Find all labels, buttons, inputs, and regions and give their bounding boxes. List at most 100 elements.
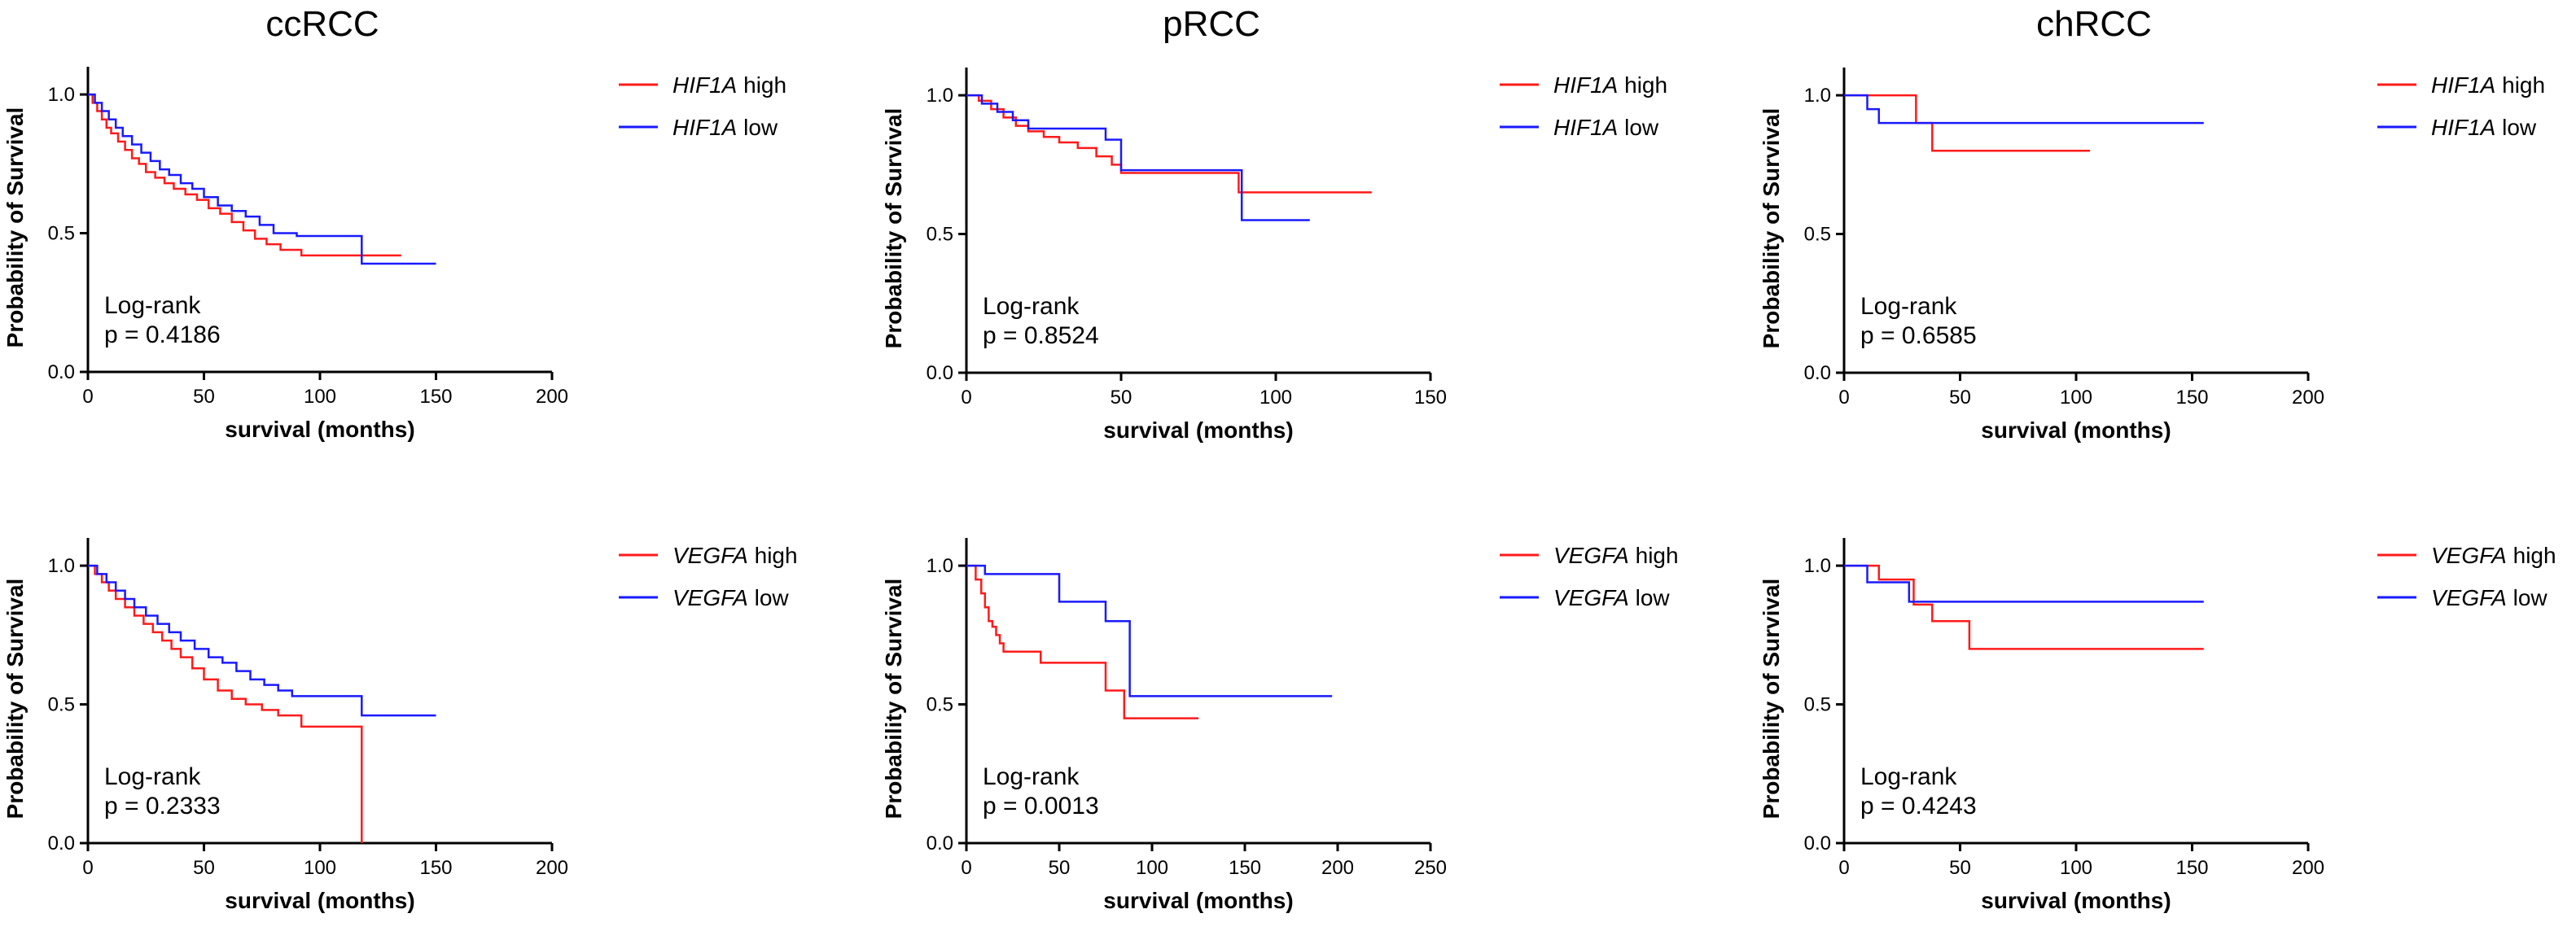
y-tick-label: 0.5 [1804, 694, 1831, 716]
x-tick-label: 100 [2060, 387, 2092, 409]
y-tick-label: 0.0 [1804, 362, 1831, 384]
chart-title: chRCC [2036, 4, 2152, 44]
legend-label-high: VEGFA high [672, 543, 798, 568]
x-tick-label: 150 [1414, 387, 1447, 409]
x-tick-label: 0 [961, 857, 971, 879]
y-tick-label: 0.0 [48, 361, 75, 383]
y-tick-label: 1.0 [1804, 85, 1831, 107]
x-axis-label: survival (months) [1103, 417, 1293, 443]
x-tick-label: 200 [536, 857, 568, 879]
km-curve-high [88, 564, 363, 843]
x-tick-label: 150 [1229, 857, 1261, 879]
x-tick-label: 150 [419, 857, 452, 879]
p-value: p = 0.8524 [983, 322, 1099, 349]
x-tick-label: 0 [1838, 387, 1849, 409]
x-tick-label: 150 [2175, 387, 2208, 409]
logrank-label: Log-rank [1860, 293, 1957, 320]
y-tick-label: 1.0 [927, 85, 953, 107]
legend-label-low: HIF1A low [1553, 115, 1659, 140]
km-curve-high [966, 564, 1198, 719]
chart-panel-4: 0 50 100 150 200 0.0 0.5 1.0 survival (months) Pr… [2, 538, 798, 913]
legend-label-high: HIF1A high [1553, 72, 1667, 98]
y-tick-label: 0.0 [48, 833, 75, 855]
km-curve-low [1844, 94, 2204, 125]
x-tick-label: 200 [536, 386, 568, 408]
km-curve-low [966, 94, 1310, 221]
x-tick-label: 0 [82, 386, 93, 408]
legend-label-high: HIF1A high [672, 72, 786, 98]
y-tick-label: 0.0 [927, 362, 953, 384]
y-axis-label: Probability of Survival [2, 579, 28, 820]
y-axis-label: Probability of Survival [881, 108, 906, 349]
logrank-label: Log-rank [104, 292, 201, 319]
logrank-label: Log-rank [983, 763, 1080, 790]
y-axis-label: Probability of Survival [1759, 108, 1784, 349]
x-tick-label: 100 [1260, 387, 1292, 409]
x-tick-label: 250 [1414, 857, 1447, 879]
y-tick-label: 0.5 [1804, 224, 1831, 246]
x-tick-label: 100 [1136, 857, 1168, 879]
km-curve-low [966, 564, 1333, 697]
x-axis-label: survival (months) [1103, 888, 1293, 913]
logrank-label: Log-rank [1860, 763, 1957, 790]
x-tick-label: 0 [961, 387, 971, 409]
y-tick-label: 0.5 [48, 223, 75, 245]
chart-title: ccRCC [265, 4, 379, 44]
chart-panel-3: chRCC 0 50 100 150 200 0.0 0.5 1.0 survival (mont… [1759, 4, 2545, 443]
x-axis-label: survival (months) [1981, 888, 2171, 913]
x-tick-label: 200 [2292, 387, 2324, 409]
p-value: p = 0.4186 [104, 321, 221, 348]
chart-panel-5: 0 50 100 150 200 250 0.0 0.5 1.0 survival (months… [881, 538, 1679, 913]
x-tick-label: 50 [1049, 857, 1071, 879]
x-tick-label: 200 [2292, 857, 2324, 879]
x-tick-label: 50 [193, 857, 215, 879]
logrank-label: Log-rank [983, 293, 1080, 320]
x-tick-label: 100 [2060, 857, 2092, 879]
x-tick-label: 150 [2175, 857, 2208, 879]
x-axis-label: survival (months) [1981, 417, 2171, 443]
y-axis-label: Probability of Survival [2, 107, 28, 348]
x-tick-label: 200 [1321, 857, 1354, 879]
km-curve-high [966, 94, 1372, 194]
y-axis-label: Probability of Survival [1759, 579, 1784, 820]
legend-label-low: HIF1A low [2431, 115, 2537, 140]
x-tick-label: 50 [1949, 387, 1971, 409]
x-tick-label: 50 [1111, 387, 1132, 409]
chart-panel-2: pRCC 0 50 100 150 0.0 0.5 1.0 survival (months) P… [881, 4, 1667, 443]
chart-title: pRCC [1163, 4, 1260, 44]
y-tick-label: 1.0 [48, 555, 75, 577]
chart-panel-1: ccRCC 0 50 100 150 200 0.0 0.5 1.0 survival (mont… [2, 4, 786, 442]
x-tick-label: 0 [82, 857, 93, 879]
chart-panel-6: 0 50 100 150 200 0.0 0.5 1.0 survival (months) Pr… [1759, 538, 2556, 913]
x-tick-label: 0 [1838, 857, 1849, 879]
km-curve-high [1844, 564, 2204, 650]
x-tick-label: 50 [193, 386, 215, 408]
p-value: p = 0.2333 [104, 793, 221, 820]
km-curve-low [1844, 564, 2204, 603]
legend-label-high: VEGFA high [1553, 543, 1679, 568]
x-tick-label: 100 [304, 857, 336, 879]
x-tick-label: 100 [304, 386, 336, 408]
y-axis-label: Probability of Survival [881, 579, 906, 820]
y-tick-label: 0.5 [927, 694, 953, 716]
km-curve-low [88, 93, 436, 265]
x-tick-label: 50 [1949, 857, 1971, 879]
y-tick-label: 0.0 [927, 833, 953, 855]
logrank-label: Log-rank [104, 763, 201, 790]
legend-label-high: VEGFA high [2431, 543, 2556, 568]
km-curve-low [88, 564, 436, 717]
legend-label-low: HIF1A low [672, 115, 778, 140]
x-tick-label: 150 [419, 386, 452, 408]
y-tick-label: 1.0 [927, 555, 953, 577]
km-curve-high [88, 93, 401, 257]
y-tick-label: 1.0 [48, 84, 75, 106]
legend-label-high: HIF1A high [2431, 72, 2545, 98]
x-axis-label: survival (months) [225, 888, 414, 913]
legend-label-low: VEGFA low [2431, 585, 2548, 610]
p-value: p = 0.0013 [983, 793, 1099, 820]
p-value: p = 0.4243 [1860, 793, 1977, 820]
y-tick-label: 0.5 [48, 694, 75, 716]
y-tick-label: 0.0 [1804, 833, 1831, 855]
legend-label-low: VEGFA low [1553, 585, 1670, 610]
y-tick-label: 0.5 [927, 224, 953, 246]
